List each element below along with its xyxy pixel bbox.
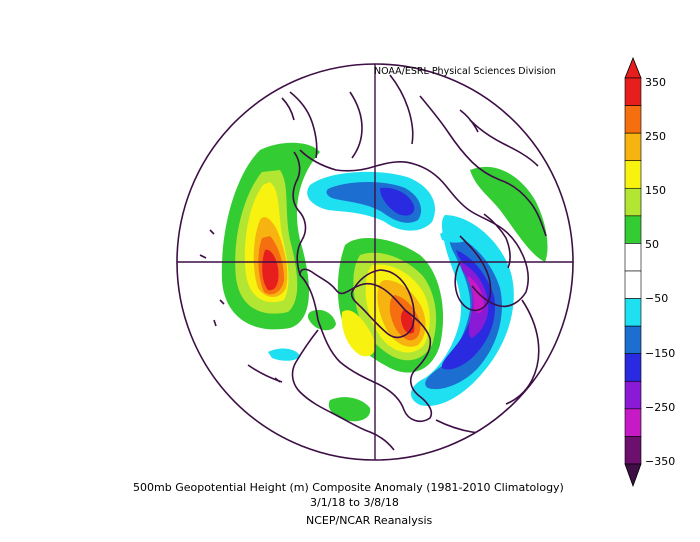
colorbar-cell bbox=[624, 215, 642, 244]
colorbar-label: −150 bbox=[645, 347, 676, 360]
caption-dates: 3/1/18 to 3/8/18 bbox=[310, 496, 399, 509]
colorbar-label: 350 bbox=[645, 76, 666, 89]
colorbar-cell bbox=[624, 325, 642, 355]
colorbar-cell bbox=[624, 408, 642, 437]
coastlines bbox=[199, 74, 547, 451]
colorbar-top-arrow bbox=[624, 56, 642, 79]
colorbar-label: 150 bbox=[645, 184, 666, 197]
colorbar-cell bbox=[624, 380, 642, 410]
coast-eurasia bbox=[299, 149, 529, 308]
positive-anomaly-south bbox=[328, 397, 371, 422]
positive-anomaly-pacific bbox=[221, 142, 320, 330]
colorbar-cell bbox=[624, 436, 642, 465]
caption-source: NCEP/NCAR Reanalysis bbox=[306, 514, 433, 527]
credit-label: NOAA/ESRL Physical Sciences Division bbox=[374, 66, 556, 77]
colorbar-bottom-arrow bbox=[624, 463, 642, 488]
colorbar-cell bbox=[624, 160, 642, 189]
colorbar-cell bbox=[624, 353, 642, 382]
colorbar-cell bbox=[624, 187, 642, 217]
graticule bbox=[177, 64, 573, 460]
positive-anomaly-europe bbox=[470, 166, 548, 262]
colorbar-cell bbox=[624, 105, 642, 134]
colorbar-cell bbox=[624, 243, 642, 272]
colorbar-cell bbox=[624, 270, 642, 299]
colorbar-cell bbox=[624, 77, 642, 106]
colorbar-label: 50 bbox=[645, 238, 659, 251]
coast-north-america bbox=[299, 268, 433, 422]
anomaly-fields bbox=[221, 142, 548, 422]
colorbar bbox=[624, 56, 642, 488]
colorbar-label: 250 bbox=[645, 130, 666, 143]
colorbar-label: −50 bbox=[645, 292, 669, 305]
map-border bbox=[176, 63, 574, 461]
colorbar-cell bbox=[624, 132, 642, 162]
positive-anomaly-atlantic bbox=[337, 237, 444, 373]
colorbar-label: −250 bbox=[645, 401, 676, 414]
caption-title: 500mb Geopotential Height (m) Composite … bbox=[133, 481, 564, 494]
colorbar-label: −350 bbox=[645, 455, 676, 468]
negative-anomaly-arctic bbox=[307, 171, 436, 231]
coast-greenland bbox=[350, 269, 415, 339]
colorbar-cell bbox=[624, 298, 642, 327]
negative-anomaly-europe bbox=[410, 215, 514, 406]
colorbar-cells bbox=[624, 56, 642, 488]
